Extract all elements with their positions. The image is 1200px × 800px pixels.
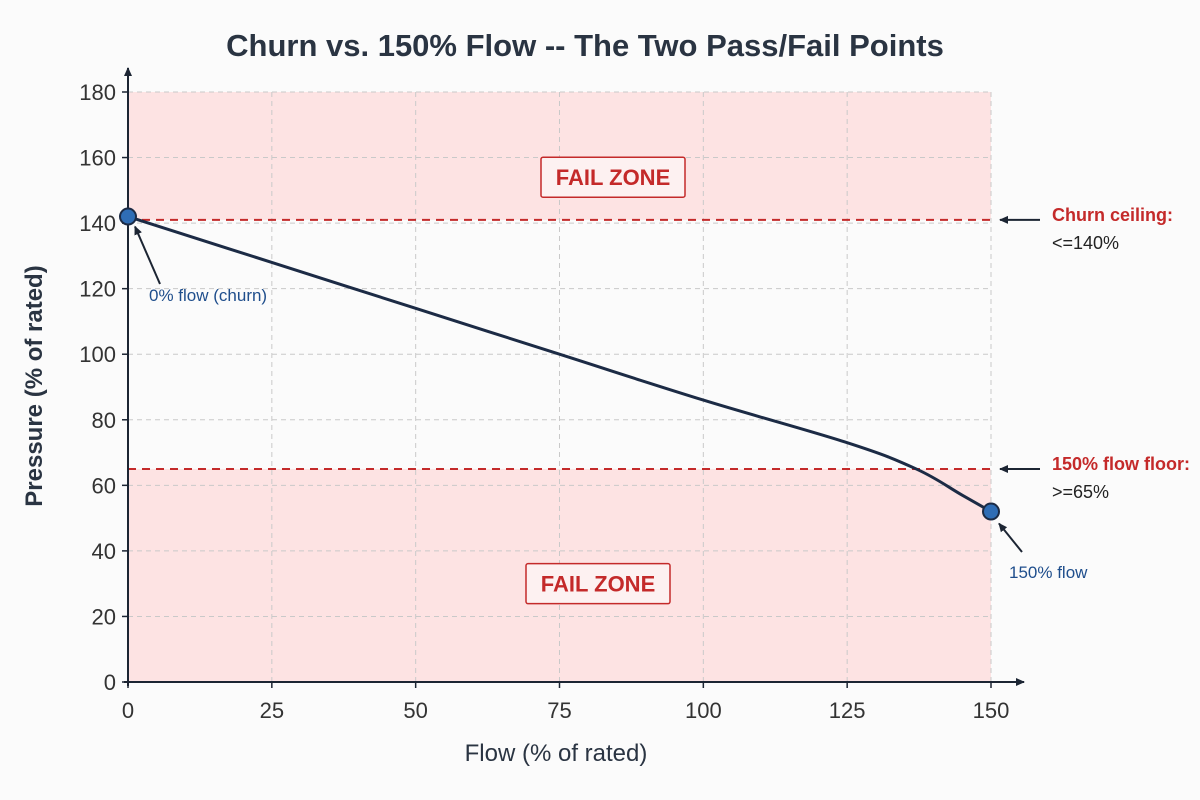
- threshold-value: >=65%: [1052, 482, 1109, 502]
- y-tick-label: 100: [79, 342, 116, 367]
- threshold-lines: [128, 218, 991, 470]
- chart-title: Churn vs. 150% Flow -- The Two Pass/Fail…: [226, 28, 944, 63]
- fail-zone-label: FAIL ZONE: [541, 572, 656, 597]
- x-tick-label: 25: [260, 698, 284, 723]
- y-tick-label: 140: [79, 211, 116, 236]
- annotations: FAIL ZONE FAIL ZONE Churn ceiling: <=140% 15…: [119, 156, 1190, 605]
- series: [127, 215, 992, 513]
- threshold-value: <=140%: [1052, 233, 1119, 253]
- x-tick-label: 125: [829, 698, 866, 723]
- threshold-label: Churn ceiling:: [1052, 205, 1173, 225]
- ticks: 0 25 50 75 100 125 150 0 20 40 60 80 100 120 140 160 180: [79, 80, 1009, 723]
- key-point-arrow: [134, 225, 161, 285]
- y-axis-title: Pressure (% of rated): [21, 265, 48, 506]
- x-tick-label: 0: [122, 698, 134, 723]
- y-tick-label: 160: [79, 146, 116, 171]
- y-tick-label: 40: [92, 539, 116, 564]
- key-point-label: 150% flow: [1009, 563, 1088, 582]
- y-tick-label: 20: [92, 604, 116, 629]
- y-tick-label: 120: [79, 277, 116, 302]
- key-point-marker: [119, 207, 137, 226]
- x-tick-label: 75: [547, 698, 571, 723]
- x-axis-title: Flow (% of rated): [465, 740, 648, 767]
- key-point-marker: [982, 502, 1000, 521]
- y-tick-label: 60: [92, 473, 116, 498]
- x-tick-label: 150: [973, 698, 1010, 723]
- fail-zone-label-box: [540, 156, 686, 198]
- fail-zone-label: FAIL ZONE: [556, 165, 671, 190]
- key-point-label: 0% flow (churn): [149, 286, 267, 305]
- y-tick-label: 80: [92, 408, 116, 433]
- y-tick-label: 180: [79, 80, 116, 105]
- x-tick-label: 100: [685, 698, 722, 723]
- x-tick-label: 50: [403, 698, 427, 723]
- pump-curve-line: [127, 215, 992, 513]
- axes: [124, 67, 1025, 686]
- y-tick-label: 0: [104, 670, 116, 695]
- key-point-arrow: [998, 522, 1023, 553]
- threshold-label: 150% flow floor:: [1052, 454, 1190, 474]
- fail-zone-label-box: [525, 562, 671, 605]
